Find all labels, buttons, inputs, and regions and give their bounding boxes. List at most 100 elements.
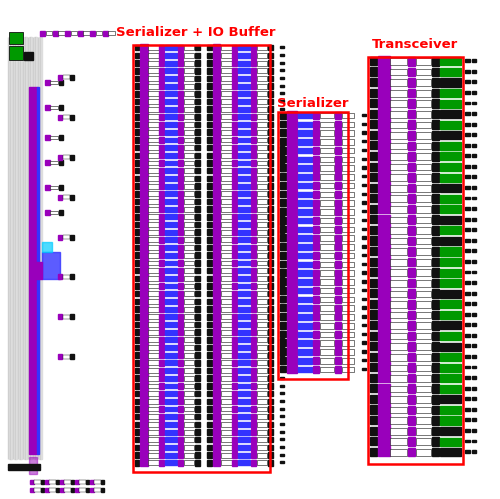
Bar [286,111,297,119]
Bar [238,84,250,89]
Bar [208,260,212,265]
Bar [370,448,377,456]
Bar [160,283,164,289]
Bar [362,324,366,326]
Bar [208,114,212,120]
Bar [134,183,140,189]
Bar [36,87,38,454]
Bar [256,314,267,319]
Bar [390,375,406,382]
Bar [165,291,177,296]
Bar [232,191,237,197]
Bar [432,152,439,161]
Bar [213,297,220,304]
Bar [298,157,312,162]
Bar [165,191,177,196]
Bar [472,70,476,73]
Bar [58,274,62,279]
Bar [251,337,256,343]
Bar [184,453,194,458]
Bar [370,57,377,65]
Bar [465,218,469,221]
Bar [256,437,267,442]
Bar [280,191,286,197]
Bar [432,194,439,203]
Bar [64,480,70,484]
Bar [416,196,432,202]
Bar [238,407,250,412]
Bar [370,310,377,318]
Bar [362,228,366,230]
Bar [238,330,250,334]
Bar [26,37,27,459]
Bar [148,53,159,58]
Bar [370,406,377,414]
Bar [12,37,14,459]
Bar [251,60,256,66]
Bar [232,183,237,189]
Bar [298,201,312,206]
Bar [238,276,250,281]
Bar [232,44,237,51]
Bar [472,450,476,453]
Bar [178,91,183,97]
Bar [312,156,319,163]
Bar [160,106,164,112]
Bar [472,366,476,368]
Bar [370,384,377,392]
Bar [148,376,159,381]
Bar [165,114,177,119]
Bar [134,68,140,73]
Bar [416,269,432,276]
Bar [208,298,212,304]
Bar [213,98,220,105]
Bar [251,44,256,51]
Bar [280,322,286,329]
Bar [251,437,256,443]
Bar [221,430,232,435]
Bar [472,313,476,316]
Bar [251,52,256,58]
Bar [251,275,256,281]
Bar [208,368,212,373]
Bar [160,329,164,335]
Bar [256,114,267,119]
Bar [280,200,284,202]
Bar [465,344,469,347]
Bar [320,227,334,232]
Bar [298,130,312,136]
Bar [298,358,312,363]
Bar [440,374,461,382]
Bar [195,60,200,66]
Bar [213,74,220,81]
Bar [178,406,183,412]
Text: Serializer: Serializer [277,97,348,110]
Bar [256,391,267,396]
Bar [378,267,390,277]
Bar [320,340,334,346]
Bar [184,307,194,311]
Bar [34,488,40,492]
Bar [140,367,148,374]
Bar [251,260,256,266]
Bar [280,438,284,441]
Bar [160,183,164,189]
Bar [390,312,406,318]
Bar [390,196,406,202]
Bar [472,387,476,390]
Bar [195,245,200,250]
Bar [280,315,284,317]
Bar [416,174,432,181]
Bar [256,238,267,243]
Bar [195,237,200,243]
Bar [378,194,390,203]
Bar [268,237,273,243]
Bar [440,406,461,414]
Bar [50,161,58,164]
Bar [42,242,52,252]
Bar [208,106,212,112]
Bar [35,37,36,459]
Bar [15,37,16,459]
Bar [408,257,415,266]
Bar [213,436,220,443]
